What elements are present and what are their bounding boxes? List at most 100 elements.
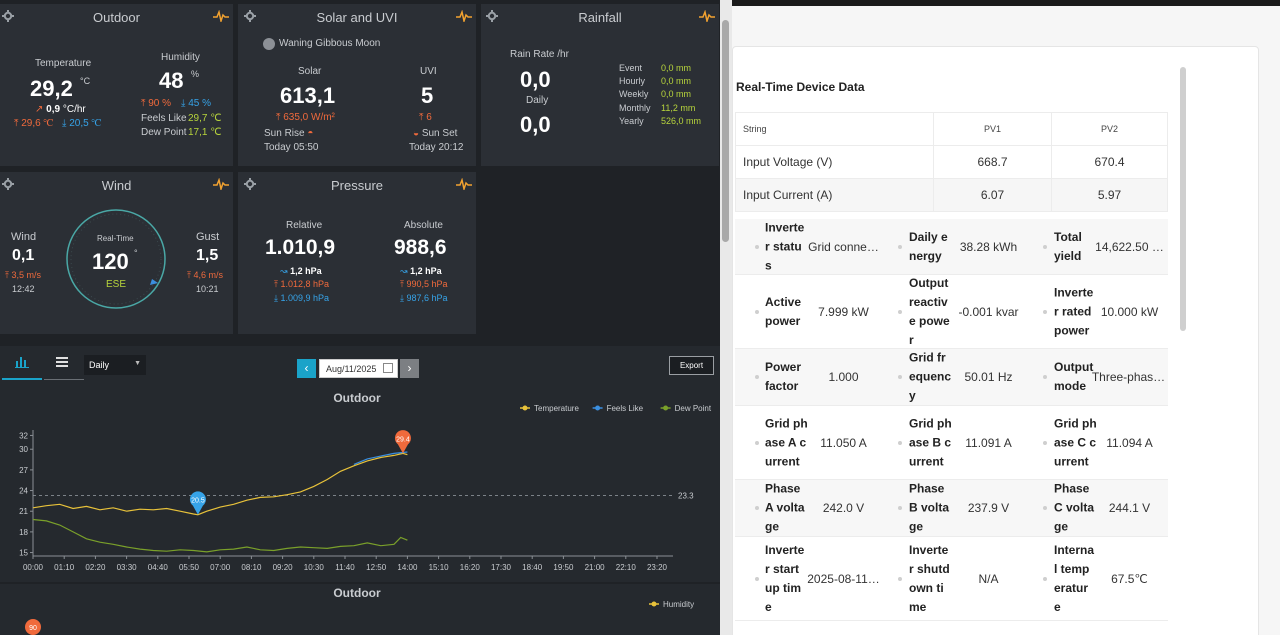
metric-label: Total yield xyxy=(1054,229,1082,263)
pulse-icon[interactable] xyxy=(456,10,472,22)
pulse-icon[interactable] xyxy=(213,178,229,190)
gear-icon[interactable] xyxy=(2,178,14,190)
metric-label: Inverter rated power xyxy=(1054,285,1094,337)
metric-cell: Inverter startup time 2025-08-11… xyxy=(735,537,880,620)
pulse-icon[interactable] xyxy=(699,10,715,22)
rain-stat-label: Event xyxy=(619,63,643,73)
realtime-label: Real-Time xyxy=(97,234,134,243)
left-scrollbar[interactable] xyxy=(720,0,732,635)
wind-compass xyxy=(66,209,166,309)
wind-label: Wind xyxy=(11,231,37,243)
feels-like-label: Feels Like xyxy=(141,113,187,124)
rain-rate-label: Rain Rate /hr xyxy=(510,49,569,60)
metric-value: 10.000 kW xyxy=(1100,304,1159,319)
pulse-icon[interactable] xyxy=(456,178,472,190)
rainfall-card: Rainfall Rain Rate /hr 0,0 Daily 0,0 Eve… xyxy=(481,4,719,166)
metric-value: 1.000 xyxy=(828,370,859,384)
x-tick-label: 23:20 xyxy=(647,563,668,572)
wind-direction: ESE xyxy=(106,279,127,290)
date-input[interactable]: Aug/11/2025 xyxy=(319,359,398,378)
chart-toolbar: Daily ▼ ‹ Aug/11/2025 › Export xyxy=(0,346,720,386)
x-tick-label: 17:30 xyxy=(491,563,512,572)
scrollbar-thumb[interactable] xyxy=(722,20,729,242)
table-view-tab[interactable] xyxy=(44,352,84,380)
card-title: Wind xyxy=(101,178,132,193)
metric-cell: Inverter status Grid conne… xyxy=(735,219,880,274)
export-button[interactable]: Export xyxy=(669,356,714,375)
gust-max-time: 10:21 xyxy=(196,284,219,294)
daily-rain-value: 0,0 xyxy=(520,112,551,137)
gear-icon[interactable] xyxy=(244,178,256,190)
metric-value: 2025-08-11… xyxy=(807,571,880,586)
metric-cell: Total yield 14,622.50 … xyxy=(1025,219,1168,274)
x-tick-label: 05:50 xyxy=(179,563,200,572)
rain-stat-label: Hourly xyxy=(619,76,646,87)
absolute-low: ⤓ 987,6 hPa xyxy=(400,293,448,303)
table-cell: 6.07 xyxy=(933,178,1052,212)
sunrise-icon: ◓ xyxy=(307,128,314,139)
metric-value: 242.0 V xyxy=(822,501,865,515)
rain-rate-value: 0,0 xyxy=(520,67,551,92)
table-row: Input Voltage (V) 668.7 670.4 xyxy=(735,145,1168,179)
metric-cell: Phase B voltage 237.9 V xyxy=(880,480,1025,536)
card-title: Outdoor xyxy=(93,10,140,25)
rain-stats-labels: Event Hourly Weekly Monthly Yearly xyxy=(619,62,651,128)
relative-high: ⤒ 1.012,8 hPa xyxy=(274,279,330,289)
x-tick-label: 16:20 xyxy=(460,563,481,572)
chart-view-tab[interactable] xyxy=(2,352,42,380)
absolute-high: ⤒ 990,5 hPa xyxy=(400,279,448,289)
table-row: Input Current (A) 6.07 5.97 xyxy=(735,178,1168,212)
bullet-icon xyxy=(755,309,759,314)
metric-value: 244.1 V xyxy=(1108,501,1151,515)
metrics-row: Inverter status Grid conne… Daily energy 3… xyxy=(735,219,1168,275)
metric-label: Grid phase C current xyxy=(1054,416,1097,468)
metric-value: 11.094 A xyxy=(1106,435,1153,450)
daily-rain-label: Daily xyxy=(526,95,549,106)
period-select[interactable]: Daily ▼ xyxy=(84,355,146,375)
rain-stat-value: 0,0 mm xyxy=(661,63,692,73)
panel-scrollbar[interactable] xyxy=(1180,67,1186,331)
table-header-row: String PV1 PV2 xyxy=(735,112,1168,146)
legend-entry: Feels Like xyxy=(607,404,644,413)
y-tick-label: 27 xyxy=(19,466,28,475)
temperature-high: ⤒ 29,6 ℃ xyxy=(14,118,53,129)
y-tick-label: 15 xyxy=(19,549,28,558)
rain-stat-label: Weekly xyxy=(619,89,649,100)
next-date-button[interactable]: › xyxy=(400,359,419,378)
dew-point-label: Dew Point xyxy=(141,127,187,138)
rain-stats-values: 0,0 mm 0,0 mm 0,0 mm 11,2 mm 526,0 mm xyxy=(661,62,701,128)
bullet-icon xyxy=(1043,440,1047,445)
pulse-icon[interactable] xyxy=(213,10,229,22)
table-header-cell: String xyxy=(735,112,934,146)
metric-cell: Grid phase B current 11.091 A xyxy=(880,406,1025,479)
humidity-low: ⤓ 45 % xyxy=(181,98,211,109)
card-title: Solar and UVI xyxy=(316,10,398,25)
outdoor-card: Outdoor Temperature 29,2 °C ↗ 0,9 °C/hr … xyxy=(0,4,233,166)
bullet-icon xyxy=(1043,506,1047,510)
device-page: Real-Time Device Data String PV1 PV2 Inp… xyxy=(732,6,1280,635)
value-marker xyxy=(25,619,41,635)
table-cell: 668.7 xyxy=(933,145,1052,179)
bullet-icon xyxy=(755,576,759,581)
bar-chart-icon xyxy=(15,357,29,368)
y-tick-label: 24 xyxy=(19,487,28,496)
metrics-row: Active power 7.999 kW Output reactive pow… xyxy=(735,275,1168,349)
x-tick-label: 11:40 xyxy=(335,563,355,572)
gear-icon[interactable] xyxy=(486,10,498,22)
moon-icon xyxy=(263,38,275,50)
metrics-row: Inverter startup time 2025-08-11… Inverte… xyxy=(735,537,1168,621)
x-tick-label: 08:10 xyxy=(241,563,262,572)
gear-icon[interactable] xyxy=(244,10,256,22)
bullet-icon xyxy=(898,576,902,581)
sunrise-label: Sun Rise ◓ xyxy=(264,128,314,139)
metric-value: -0.001 kvar xyxy=(958,304,1019,319)
metric-cell: Grid phase C current 11.094 A xyxy=(1025,406,1168,479)
gear-icon[interactable] xyxy=(2,10,14,22)
chart-title: Outdoor xyxy=(333,391,381,405)
bullet-icon xyxy=(898,440,902,445)
metric-label: Inverter startup time xyxy=(765,542,805,614)
metric-cell: Internal temperature 67.5℃ xyxy=(1025,537,1168,620)
bullet-icon xyxy=(1043,309,1047,314)
previous-date-button[interactable]: ‹ xyxy=(297,359,316,378)
metric-label: Phase A voltage xyxy=(765,481,805,534)
